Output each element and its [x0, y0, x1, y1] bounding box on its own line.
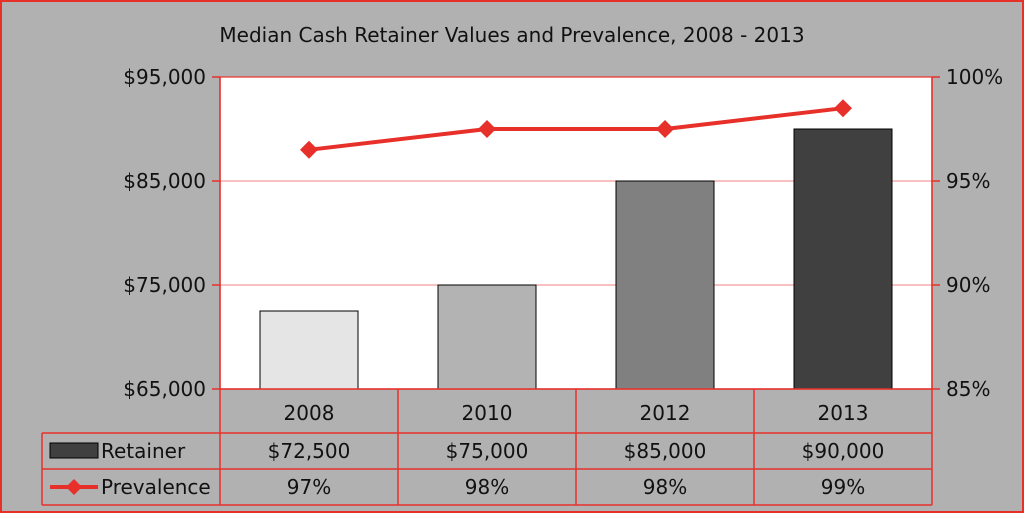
retainer-value-2013: $90,000 [802, 439, 885, 463]
left-tick-label: $85,000 [123, 169, 206, 193]
left-tick-label: $65,000 [123, 377, 206, 401]
axes: $65,000 $75,000 $85,000 $95,000 85% 90% 95% 100… [123, 65, 1003, 401]
right-tick-label: 90% [946, 273, 990, 297]
bars [259, 128, 893, 390]
retainer-legend-label: Retainer [101, 439, 186, 463]
bar-2012 [615, 180, 715, 390]
category-label-2010: 2010 [462, 401, 513, 425]
left-tick-label: $95,000 [123, 65, 206, 89]
prevalence-point-2010 [478, 120, 496, 138]
prevalence-legend-label: Prevalence [101, 475, 211, 499]
retainer-value-2010: $75,000 [446, 439, 529, 463]
bar-2008 [259, 310, 359, 390]
prevalence-value-2013: 99% [821, 475, 865, 499]
prevalence-point-2013 [834, 99, 852, 118]
prevalence-value-2008: 97% [287, 475, 331, 499]
category-label-2008: 2008 [284, 401, 335, 425]
chart-title: Median Cash Retainer Values and Prevalen… [219, 23, 804, 47]
retainer-value-2012: $85,000 [624, 439, 707, 463]
retainer-legend-key [49, 442, 99, 459]
prevalence-legend-marker [66, 479, 82, 495]
category-label-2013: 2013 [818, 401, 869, 425]
prevalence-series-line [308, 106, 844, 152]
prevalence-point-2008 [300, 140, 318, 159]
right-tick-label: 95% [946, 169, 990, 193]
bar-2013 [793, 128, 893, 390]
left-tick-label: $75,000 [123, 273, 206, 297]
prevalence-value-2012: 98% [643, 475, 687, 499]
prevalence-line [300, 99, 852, 159]
right-tick-label: 85% [946, 377, 990, 401]
bar-2010 [437, 284, 537, 390]
prevalence-value-2010: 98% [465, 475, 509, 499]
retainer-value-2008: $72,500 [268, 439, 351, 463]
right-tick-label: 100% [946, 65, 1003, 89]
category-label-2012: 2012 [640, 401, 691, 425]
prevalence-point-2012 [656, 120, 674, 138]
data-table: 2008 2010 2012 2013 Retainer Prevalence $72,50… [41, 388, 933, 506]
